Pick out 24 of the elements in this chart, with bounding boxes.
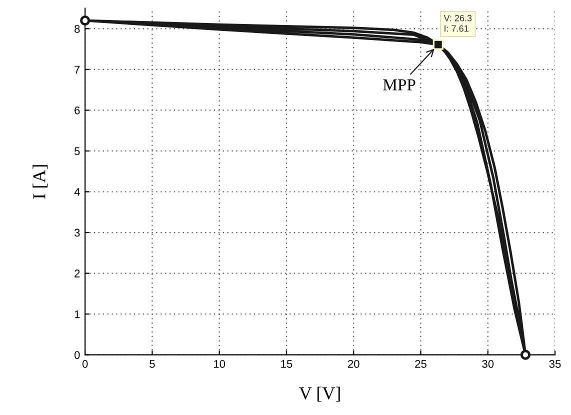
y-tick-label: 3 (74, 228, 80, 237)
x-axis-title: V [V] (299, 386, 340, 402)
y-tick-label: 5 (74, 147, 80, 156)
x-tick-label: 15 (281, 360, 292, 368)
x-tick-label: 10 (214, 360, 226, 368)
annotation: V: 26.3 I: 7.61 (444, 14, 472, 32)
y-axis-title: I [A] (32, 165, 48, 199)
y-tick-label: 1 (74, 310, 80, 318)
point (432, 39, 444, 50)
annotation: MPP (383, 79, 416, 90)
y-tick-label: 8 (74, 24, 80, 33)
x-tick-label: 30 (482, 360, 494, 368)
x-tick-label: 35 (549, 360, 561, 368)
x-tick-label: 20 (348, 360, 360, 368)
y-tick-label: 4 (74, 188, 80, 196)
y-tick-label: 2 (74, 270, 80, 278)
x-tick-label: 5 (150, 360, 155, 368)
y-tick-label: 6 (74, 106, 80, 114)
y-tick-label: 0 (74, 351, 80, 359)
x-tick-label: 25 (415, 360, 426, 368)
y-tick-label: 7 (74, 66, 80, 74)
x-tick-label: 0 (82, 360, 88, 368)
point (520, 350, 531, 360)
point (80, 15, 90, 26)
